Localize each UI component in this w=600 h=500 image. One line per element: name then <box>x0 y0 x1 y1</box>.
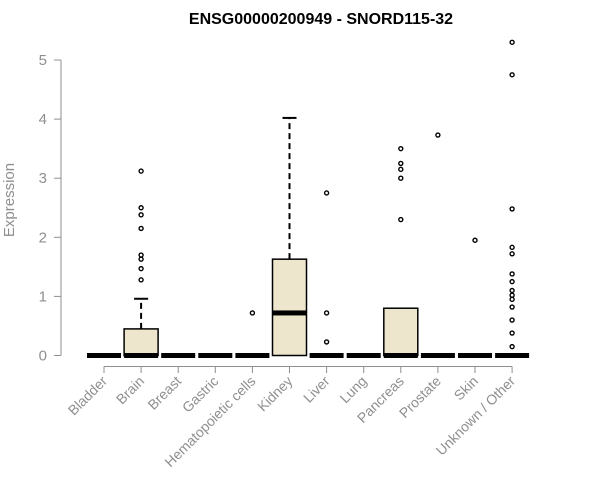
outlier-point <box>138 212 144 218</box>
outlier-point <box>509 72 515 78</box>
box-group <box>346 353 381 358</box>
box-series <box>87 39 530 358</box>
x-tick-label: Brain <box>113 373 147 407</box>
x-tick-label: Prostate <box>396 373 444 421</box>
y-tick-label: 5 <box>39 52 47 69</box>
outlier-point <box>138 205 144 211</box>
box-group <box>458 237 492 358</box>
x-tick-label: Liver <box>300 373 333 406</box>
box-body <box>271 258 308 357</box>
y-axis-label: Expression <box>1 163 18 237</box>
outlier-point <box>398 166 404 173</box>
median-line <box>309 353 344 358</box>
outlier-point <box>398 160 404 167</box>
box-group <box>495 39 530 358</box>
chart-title: ENSG00000200949 - SNORD115-32 <box>189 11 453 28</box>
outlier-point <box>509 206 515 212</box>
outlier-point <box>472 237 478 243</box>
outlier-point <box>509 251 515 257</box>
outlier-point <box>398 175 404 181</box>
y-tick-label: 0 <box>39 348 47 365</box>
y-axis: 0 1 2 3 4 5 <box>39 52 62 365</box>
median-line <box>272 310 307 316</box>
median-line <box>383 353 418 358</box>
box-group <box>235 310 270 358</box>
outlier-point <box>138 225 144 232</box>
y-tick-label: 4 <box>39 111 47 128</box>
y-tick-label: 2 <box>39 229 47 246</box>
box-group <box>383 145 419 358</box>
x-tick-label: Kidney <box>254 373 296 415</box>
outlier-point <box>509 304 515 310</box>
median-line <box>87 353 121 358</box>
box-group <box>198 353 233 358</box>
y-tick-label: 3 <box>39 170 47 187</box>
x-tick-label: Bladder <box>65 373 111 419</box>
outlier-point <box>509 271 515 277</box>
outlier-point <box>138 265 144 272</box>
box-group <box>420 132 455 358</box>
outlier-point <box>138 277 144 283</box>
outlier-point <box>509 343 515 350</box>
box-group <box>161 353 196 358</box>
x-tick-label: Lung <box>336 373 369 406</box>
outlier-point <box>509 278 515 285</box>
outlier-point <box>509 39 515 45</box>
outlier-point <box>509 287 515 294</box>
outlier-point <box>509 317 515 323</box>
outlier-point <box>509 330 515 336</box>
box-body <box>383 307 419 357</box>
outlier-point <box>138 252 144 258</box>
outlier-point <box>249 310 256 316</box>
box-group <box>123 168 159 358</box>
outlier-point <box>323 339 330 345</box>
outlier-point <box>435 132 441 138</box>
median-line <box>346 353 381 358</box>
box-group <box>271 116 308 357</box>
outlier-point <box>138 256 144 262</box>
x-tick-label: Breast <box>144 373 184 413</box>
box-body <box>123 328 159 357</box>
outlier-point <box>398 145 404 152</box>
outlier-point <box>509 292 515 298</box>
median-line <box>458 353 492 358</box>
median-line <box>124 353 159 358</box>
outlier-point <box>323 190 330 196</box>
y-tick-label: 1 <box>39 288 47 305</box>
x-tick-label: Skin <box>451 373 482 404</box>
outlier-point <box>509 296 515 303</box>
outlier-point <box>509 244 515 251</box>
median-line <box>495 353 530 358</box>
box-group <box>87 353 121 358</box>
median-line <box>198 353 233 358</box>
outlier-point <box>138 168 144 174</box>
median-line <box>161 353 196 358</box>
median-line <box>420 353 455 358</box>
outlier-point <box>398 216 404 223</box>
median-line <box>235 353 270 358</box>
outlier-point <box>323 310 330 316</box>
box-group <box>309 190 344 358</box>
